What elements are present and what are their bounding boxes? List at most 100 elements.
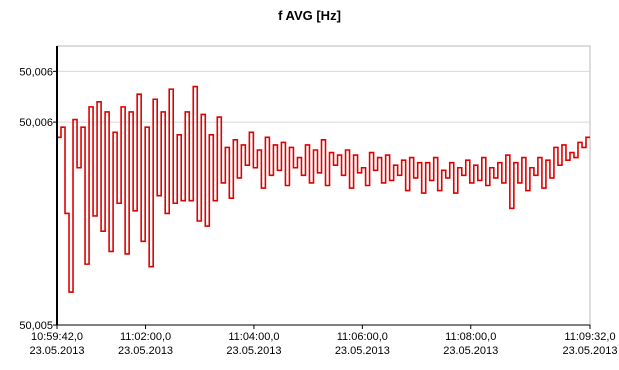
data-point xyxy=(178,134,180,136)
data-point xyxy=(583,146,585,149)
chart-title: f AVG [Hz] xyxy=(278,8,341,23)
data-point xyxy=(479,179,481,182)
data-point xyxy=(366,184,369,187)
x-tick-time-label: 11:09:32,0 xyxy=(564,331,615,343)
x-tick-date-label: 23.05.2013 xyxy=(226,345,281,357)
data-point xyxy=(290,146,293,149)
data-point xyxy=(515,162,517,164)
data-point xyxy=(487,184,489,187)
data-point xyxy=(190,200,192,202)
data-point xyxy=(298,157,301,159)
data-point xyxy=(158,195,160,197)
data-point xyxy=(206,225,208,227)
data-point xyxy=(483,157,485,159)
data-point xyxy=(210,134,212,136)
data-point xyxy=(258,149,260,151)
data-point xyxy=(395,164,397,166)
data-point xyxy=(579,141,581,143)
data-point xyxy=(318,172,321,174)
data-point xyxy=(571,151,573,154)
data-point xyxy=(134,210,136,212)
data-point xyxy=(166,212,168,214)
data-point xyxy=(270,174,272,176)
x-tick-time-label: 11:02:00,0 xyxy=(120,331,171,343)
data-point xyxy=(102,230,104,232)
data-point xyxy=(539,157,541,159)
data-point xyxy=(106,111,108,113)
data-point xyxy=(146,126,148,128)
data-point xyxy=(94,215,96,217)
data-point xyxy=(242,144,244,146)
data-point xyxy=(130,111,132,113)
data-point xyxy=(70,291,72,293)
data-point xyxy=(118,202,120,204)
data-point xyxy=(342,174,345,176)
data-point xyxy=(142,240,144,242)
data-point xyxy=(78,167,80,169)
x-tick-date-label: 23.05.2013 xyxy=(443,345,498,357)
data-point xyxy=(238,177,240,179)
data-point xyxy=(122,106,124,108)
data-point xyxy=(358,172,361,174)
data-point xyxy=(531,167,533,169)
data-point xyxy=(535,174,537,176)
data-point xyxy=(322,139,325,141)
data-point xyxy=(74,118,76,121)
data-point xyxy=(354,154,357,156)
data-point xyxy=(138,93,140,95)
data-point xyxy=(58,136,60,138)
data-point xyxy=(350,187,353,189)
data-point xyxy=(314,149,317,151)
data-point xyxy=(431,179,433,182)
data-point xyxy=(282,141,285,143)
data-point xyxy=(543,187,545,189)
data-point xyxy=(370,151,373,154)
data-point xyxy=(499,162,501,164)
data-point xyxy=(198,220,200,222)
data-point xyxy=(234,139,236,141)
data-point xyxy=(435,157,437,159)
data-point xyxy=(475,164,477,166)
data-point xyxy=(182,200,184,202)
data-point xyxy=(575,157,577,159)
data-point xyxy=(419,162,421,164)
data-point xyxy=(222,182,224,184)
data-point xyxy=(379,157,381,159)
data-point xyxy=(403,159,405,161)
data-point xyxy=(511,207,513,209)
data-point xyxy=(202,113,204,116)
data-point xyxy=(415,177,417,179)
data-point xyxy=(362,167,365,169)
data-point xyxy=(86,263,88,265)
data-point xyxy=(391,179,393,182)
y-tick-label: 50,006 xyxy=(19,66,53,78)
data-point xyxy=(62,126,64,128)
x-tick-time-label: 11:08:00,0 xyxy=(445,331,496,343)
data-point xyxy=(383,182,385,184)
data-point xyxy=(150,266,152,268)
data-point xyxy=(82,126,84,128)
data-point xyxy=(443,169,445,171)
data-point xyxy=(154,98,156,100)
data-point xyxy=(286,184,289,187)
data-point xyxy=(447,177,449,179)
x-tick-time-label: 11:04:00,0 xyxy=(228,331,279,343)
x-tick-date-label: 23.05.2013 xyxy=(335,345,390,357)
data-point xyxy=(375,169,377,171)
data-point xyxy=(439,189,441,192)
data-point xyxy=(294,167,297,169)
data-point xyxy=(555,146,557,149)
data-point xyxy=(523,157,525,159)
data-point xyxy=(194,85,196,88)
data-point xyxy=(90,106,92,108)
data-point xyxy=(110,250,112,253)
x-tick-date-label: 23.05.2013 xyxy=(29,345,84,357)
data-point xyxy=(334,164,337,166)
data-point xyxy=(471,182,473,184)
data-point xyxy=(519,182,521,184)
data-point xyxy=(411,157,413,159)
data-point xyxy=(563,144,565,146)
data-point xyxy=(387,154,389,156)
data-point xyxy=(451,162,453,164)
